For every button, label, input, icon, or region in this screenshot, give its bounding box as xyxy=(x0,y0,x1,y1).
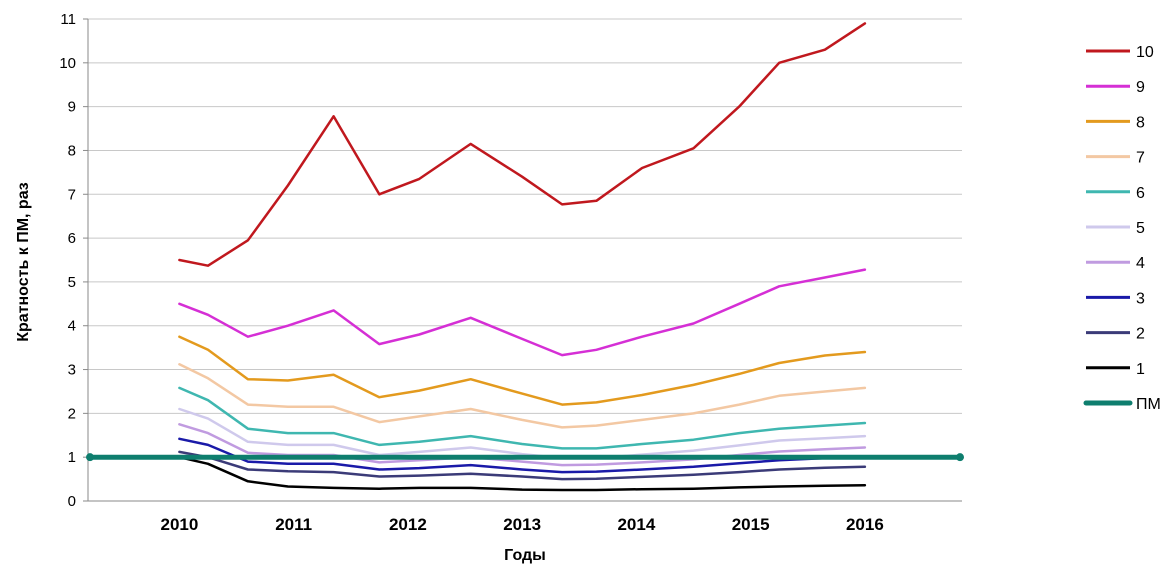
y-tick-label: 0 xyxy=(68,493,76,510)
x-tick-label: 2011 xyxy=(275,515,312,534)
legend-label-9: 9 xyxy=(1136,79,1145,96)
y-tick-label: 9 xyxy=(68,99,76,116)
legend-label-pm: ПМ xyxy=(1136,396,1161,413)
legend-label-5: 5 xyxy=(1136,220,1145,237)
series-line-3 xyxy=(178,437,867,474)
legend-label-8: 8 xyxy=(1136,114,1145,131)
series-lines xyxy=(86,22,964,492)
legend-label-4: 4 xyxy=(1136,255,1145,272)
legend-label-6: 6 xyxy=(1136,185,1145,202)
x-tick-label: 2014 xyxy=(617,515,655,534)
x-tick-label: 2010 xyxy=(160,515,198,534)
pm-endpoint-marker xyxy=(956,453,964,462)
y-axis-tick-labels: 0 1 2 3 4 5 6 7 8 9 10 11 xyxy=(59,11,76,510)
series-line-1 xyxy=(178,455,867,492)
pm-endpoint-marker xyxy=(86,453,94,462)
y-tick-label: 6 xyxy=(68,230,76,247)
legend-label-10: 10 xyxy=(1136,44,1154,61)
y-tick-label: 2 xyxy=(68,405,76,422)
legend-label-2: 2 xyxy=(1136,326,1145,343)
series-line-2 xyxy=(178,450,867,481)
series-line-10 xyxy=(178,22,867,267)
x-tick-label: 2015 xyxy=(732,515,770,534)
series-line-4 xyxy=(178,423,867,467)
legend-label-3: 3 xyxy=(1136,290,1145,307)
x-tick-label: 2016 xyxy=(846,515,884,534)
y-tick-label: 10 xyxy=(59,55,76,72)
x-axis-tick-labels: 2010 2011 2012 2013 2014 2015 2016 xyxy=(160,515,883,534)
y-tick-label: 3 xyxy=(68,362,76,379)
series-line-9 xyxy=(178,268,867,357)
y-tick-label: 8 xyxy=(68,142,76,159)
series-line-8 xyxy=(178,335,867,406)
y-tick-label: 4 xyxy=(68,318,76,335)
series-line-6 xyxy=(178,386,867,450)
legend-label-1: 1 xyxy=(1136,361,1145,378)
y-tick-label: 7 xyxy=(68,186,76,203)
series-line-7 xyxy=(178,363,867,429)
axes xyxy=(83,18,962,502)
y-tick-label: 1 xyxy=(68,449,76,466)
series-line-5 xyxy=(178,407,867,460)
legend: 10 9 8 7 6 5 4 3 2 1 ПМ xyxy=(1083,44,1161,413)
y-tick-label: 11 xyxy=(60,11,76,28)
x-tick-label: 2012 xyxy=(389,515,427,534)
y-tick-label: 5 xyxy=(68,274,76,291)
legend-label-7: 7 xyxy=(1136,150,1145,167)
x-axis-title: Годы xyxy=(504,547,546,564)
y-axis-title: Кратность к ПМ, раз xyxy=(15,182,32,342)
x-tick-label: 2013 xyxy=(503,515,541,534)
